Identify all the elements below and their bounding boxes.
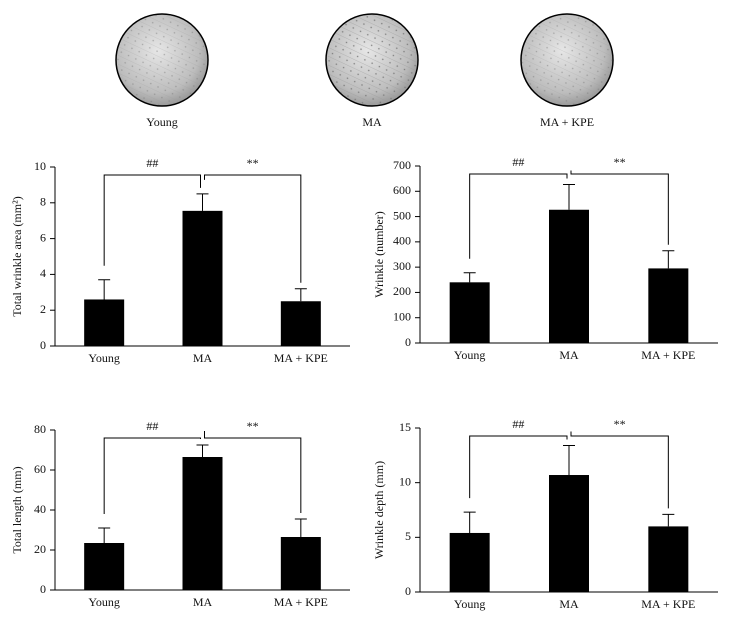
x-tick-label: MA: [193, 595, 213, 609]
y-tick-label: 40: [34, 502, 46, 516]
y-tick-label: 100: [393, 309, 411, 323]
y-tick-label: 300: [393, 259, 411, 273]
x-tick-label: MA: [559, 597, 579, 611]
error-bar: [463, 272, 476, 283]
y-tick-label: 0: [40, 338, 46, 352]
y-tick-label: 500: [393, 208, 411, 222]
skin-texture: [522, 15, 612, 105]
bar: [182, 210, 223, 346]
error-bar: [662, 250, 675, 269]
error-bar: [563, 183, 575, 210]
y-tick-label: 600: [393, 183, 411, 197]
image-label: MA + KPE: [540, 115, 594, 129]
y-tick-label: 10: [399, 474, 411, 488]
significance-label: ##: [146, 156, 158, 170]
y-tick-label: 0: [405, 584, 411, 598]
image-label: MA: [362, 115, 382, 129]
significance-label: **: [247, 156, 259, 170]
x-tick-label: MA + KPE: [641, 348, 695, 362]
y-tick-label: 10: [34, 159, 46, 173]
significance-bracket: [570, 170, 669, 245]
bar: [280, 301, 321, 346]
y-tick-label: 700: [393, 158, 411, 172]
bar: [549, 209, 589, 343]
significance-bracket: [204, 431, 302, 513]
error-bar: [563, 444, 575, 476]
x-tick-label: MA: [559, 348, 579, 362]
significance-label: **: [247, 419, 259, 433]
error-bar: [463, 511, 476, 533]
y-tick-label: 200: [393, 284, 411, 298]
error-bar: [196, 444, 209, 457]
error-bar: [98, 527, 111, 543]
error-bar: [294, 518, 307, 537]
x-tick-label: Young: [454, 597, 485, 611]
skin-texture: [327, 15, 417, 105]
bar: [549, 475, 589, 592]
y-tick-label: 60: [34, 462, 46, 476]
significance-bracket: [204, 174, 302, 283]
y-tick-label: 0: [405, 335, 411, 349]
x-tick-label: Young: [88, 595, 119, 609]
bar: [449, 532, 490, 592]
bar: [84, 543, 125, 590]
y-tick-label: 6: [40, 230, 46, 244]
y-tick-label: 80: [34, 422, 46, 436]
error-bar: [294, 288, 307, 302]
error-bar: [98, 279, 111, 300]
significance-label: ##: [146, 419, 158, 433]
x-tick-label: Young: [454, 348, 485, 362]
x-tick-label: Young: [88, 351, 119, 365]
y-tick-label: 0: [40, 582, 46, 596]
bar: [84, 299, 125, 346]
bar: [648, 526, 689, 592]
x-tick-label: MA + KPE: [274, 351, 328, 365]
bar: [182, 457, 223, 590]
significance-bracket: [103, 437, 201, 514]
significance-label: ##: [512, 155, 524, 169]
x-tick-label: MA + KPE: [641, 597, 695, 611]
significance-bracket: [469, 173, 568, 259]
bar: [648, 268, 689, 343]
bar: [449, 282, 490, 343]
image-label: Young: [146, 115, 177, 129]
error-bar: [196, 193, 209, 211]
significance-bracket: [103, 174, 201, 266]
error-bar: [662, 513, 675, 527]
significance-bracket: [570, 431, 669, 509]
significance-bracket: [469, 435, 568, 499]
y-axis-label: Wrinkle (number): [372, 211, 386, 297]
y-tick-label: 8: [40, 195, 46, 209]
y-axis-label: Total length (mm): [10, 466, 24, 553]
y-tick-label: 15: [399, 420, 411, 434]
y-axis-label: Wrinkle depth (mm): [372, 461, 386, 559]
y-tick-label: 5: [405, 529, 411, 543]
y-tick-label: 20: [34, 542, 46, 556]
skin-texture: [117, 15, 207, 105]
y-tick-label: 4: [40, 266, 46, 280]
x-tick-label: MA + KPE: [274, 595, 328, 609]
significance-label: ##: [512, 417, 524, 431]
x-tick-label: MA: [193, 351, 213, 365]
y-tick-label: 400: [393, 234, 411, 248]
significance-label: **: [614, 417, 626, 431]
significance-label: **: [614, 155, 626, 169]
bar: [280, 537, 321, 590]
y-axis-label: Total wrinkle area (mm²): [10, 196, 24, 316]
y-tick-label: 2: [40, 302, 46, 316]
